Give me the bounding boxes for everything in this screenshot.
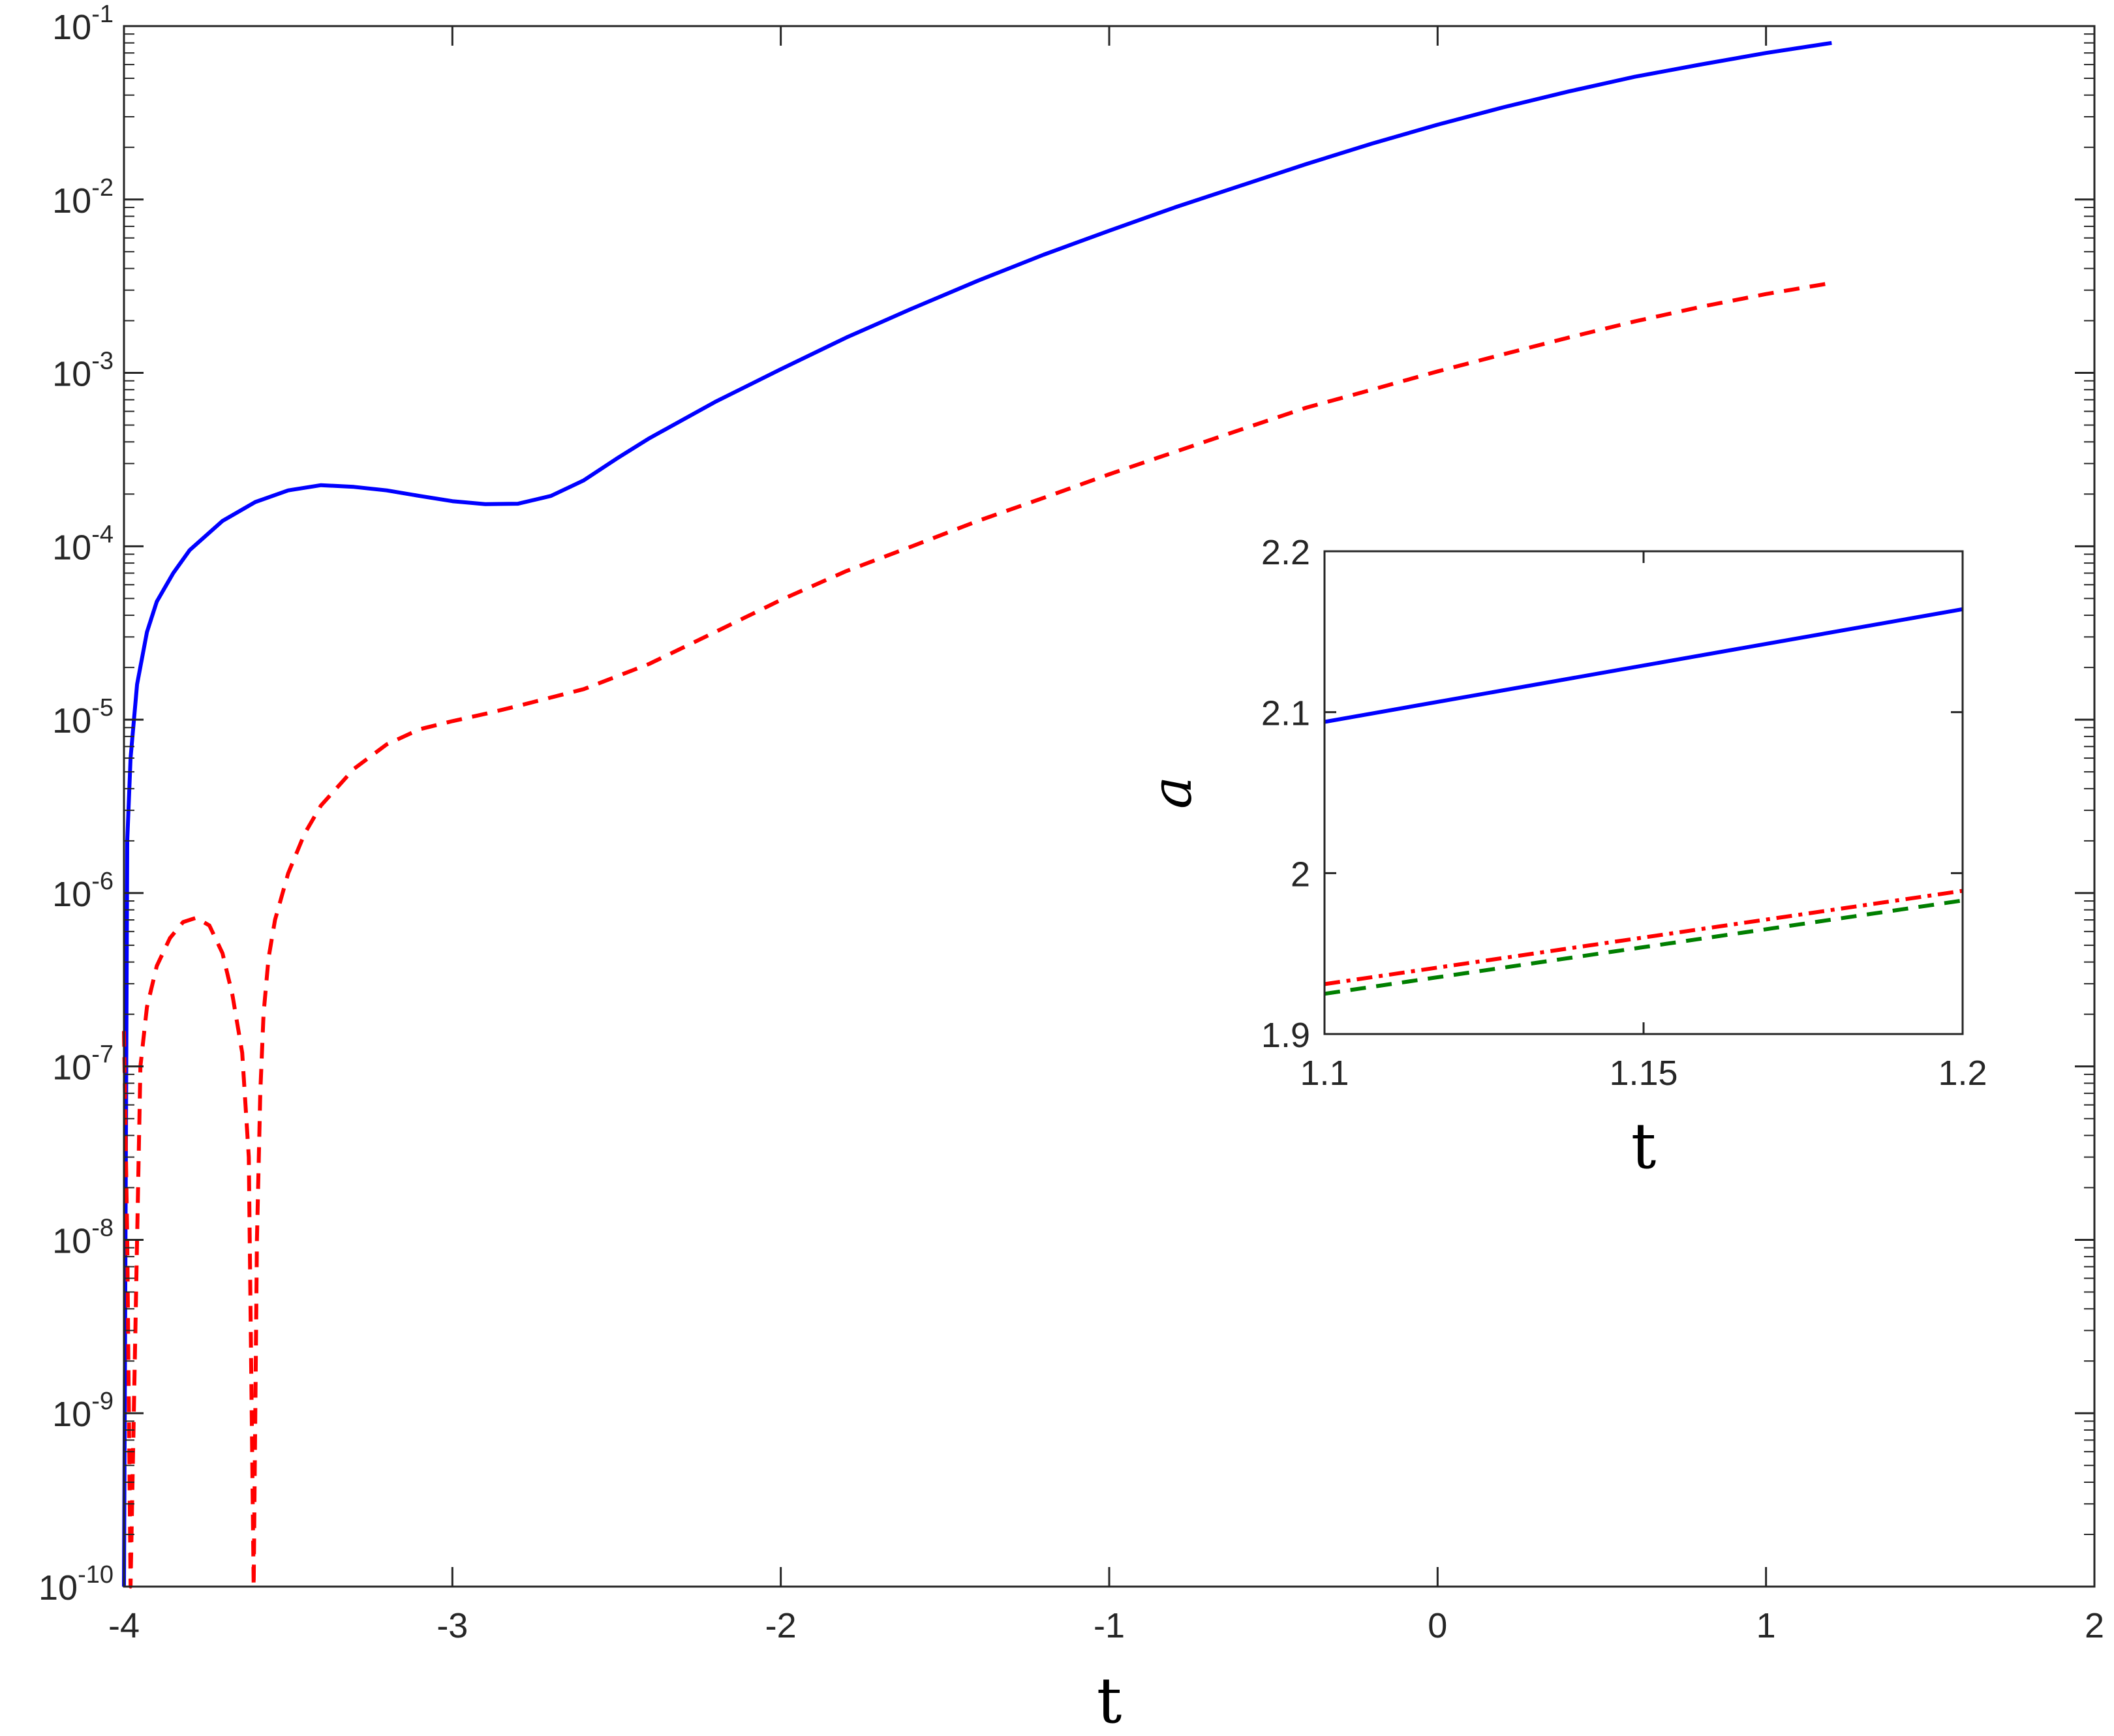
main-x-tick-label: -1: [1094, 1606, 1125, 1645]
inset-y-tick-label: 2: [1291, 855, 1310, 894]
main-y-tick-label: 10-6: [52, 868, 114, 914]
inset-series-group: [1324, 607, 1963, 996]
main-y-tick-label: 10-2: [52, 174, 114, 221]
main-y-tick-label: 10-10: [38, 1561, 114, 1607]
inset-series-1-line: [1324, 889, 1963, 986]
main-x-tick-label: 2: [2085, 1606, 2104, 1645]
main-x-tick-label: 1: [1756, 1606, 1776, 1645]
inset-x-axis-label: t: [1631, 1110, 1657, 1183]
main-x-tick-label: -3: [437, 1606, 468, 1645]
main-y-tick-base: 10: [52, 181, 91, 221]
main-x-tick-label: 0: [1428, 1606, 1447, 1645]
main-y-tick-exponent: -4: [91, 521, 114, 548]
main-series-0-line: [122, 40, 1832, 1587]
inset-series-2-line: [1324, 898, 1963, 996]
main-y-tick-base: 10: [52, 1048, 91, 1088]
main-y-tick-exponent: -7: [91, 1041, 114, 1069]
main-y-tick-exponent: -2: [91, 174, 114, 202]
inset-y-tick-label: 1.9: [1261, 1016, 1310, 1055]
main-y-tick-label: 10-5: [52, 694, 114, 740]
main-y-tick-base: 10: [52, 1221, 91, 1260]
inset-chart: 1.1 1.15 1.2 1.9 2 2.1 2.2 t a: [1140, 533, 1987, 1183]
main-y-tick-exponent: -5: [91, 694, 114, 722]
main-y-tick-base: 10: [52, 8, 91, 47]
main-y-tick-base: 10: [52, 1395, 91, 1434]
main-y-tick-label: 10-9: [52, 1388, 114, 1434]
main-y-tick-label: 10-7: [52, 1041, 114, 1088]
inset-y-tick-label: 2.2: [1261, 533, 1310, 572]
main-y-tick-exponent: -3: [91, 348, 114, 375]
main-ticks-group: -4 -3 -2 -1 0 1 210-1010-910-810-710-610-510-4…: [38, 1, 2104, 1645]
main-series-group: [122, 40, 1832, 1589]
inset-y-tick-label: 2.1: [1261, 694, 1310, 733]
main-y-tick-exponent: -1: [91, 1, 114, 28]
main-y-tick-exponent: -6: [91, 868, 114, 895]
inset-plot-area: [1325, 551, 1963, 1034]
main-x-tick-label: -4: [108, 1606, 140, 1645]
main-x-axis-label: t: [1097, 1664, 1122, 1736]
main-y-tick-exponent: -8: [91, 1214, 114, 1241]
main-y-tick-label: 10-4: [52, 521, 114, 567]
main-y-tick-base: 10: [52, 528, 91, 567]
inset-x-tick-label: 1.2: [1938, 1054, 1987, 1093]
inset-series-0-line: [1324, 607, 1963, 724]
main-y-tick-base: 10: [52, 355, 91, 394]
inset-x-tick-label: 1.1: [1300, 1054, 1349, 1093]
main-y-tick-label: 10-3: [52, 348, 114, 394]
inset-x-tick-label: 1.15: [1609, 1054, 1677, 1093]
main-series-1-line: [122, 281, 1832, 1589]
main-y-tick-label: 10-1: [52, 1, 114, 47]
main-y-tick-label: 10-8: [52, 1214, 114, 1260]
main-y-tick-exponent: -10: [78, 1561, 114, 1589]
inset-ticks-group: 1.1 1.15 1.2 1.9 2 2.1 2.2: [1261, 533, 1987, 1093]
main-x-tick-label: -2: [765, 1606, 797, 1645]
inset-y-axis-label: a: [1140, 776, 1204, 809]
main-y-tick-base: 10: [52, 701, 91, 740]
main-y-tick-exponent: -9: [91, 1388, 114, 1415]
main-y-tick-base: 10: [38, 1568, 78, 1607]
main-y-tick-base: 10: [52, 875, 91, 914]
